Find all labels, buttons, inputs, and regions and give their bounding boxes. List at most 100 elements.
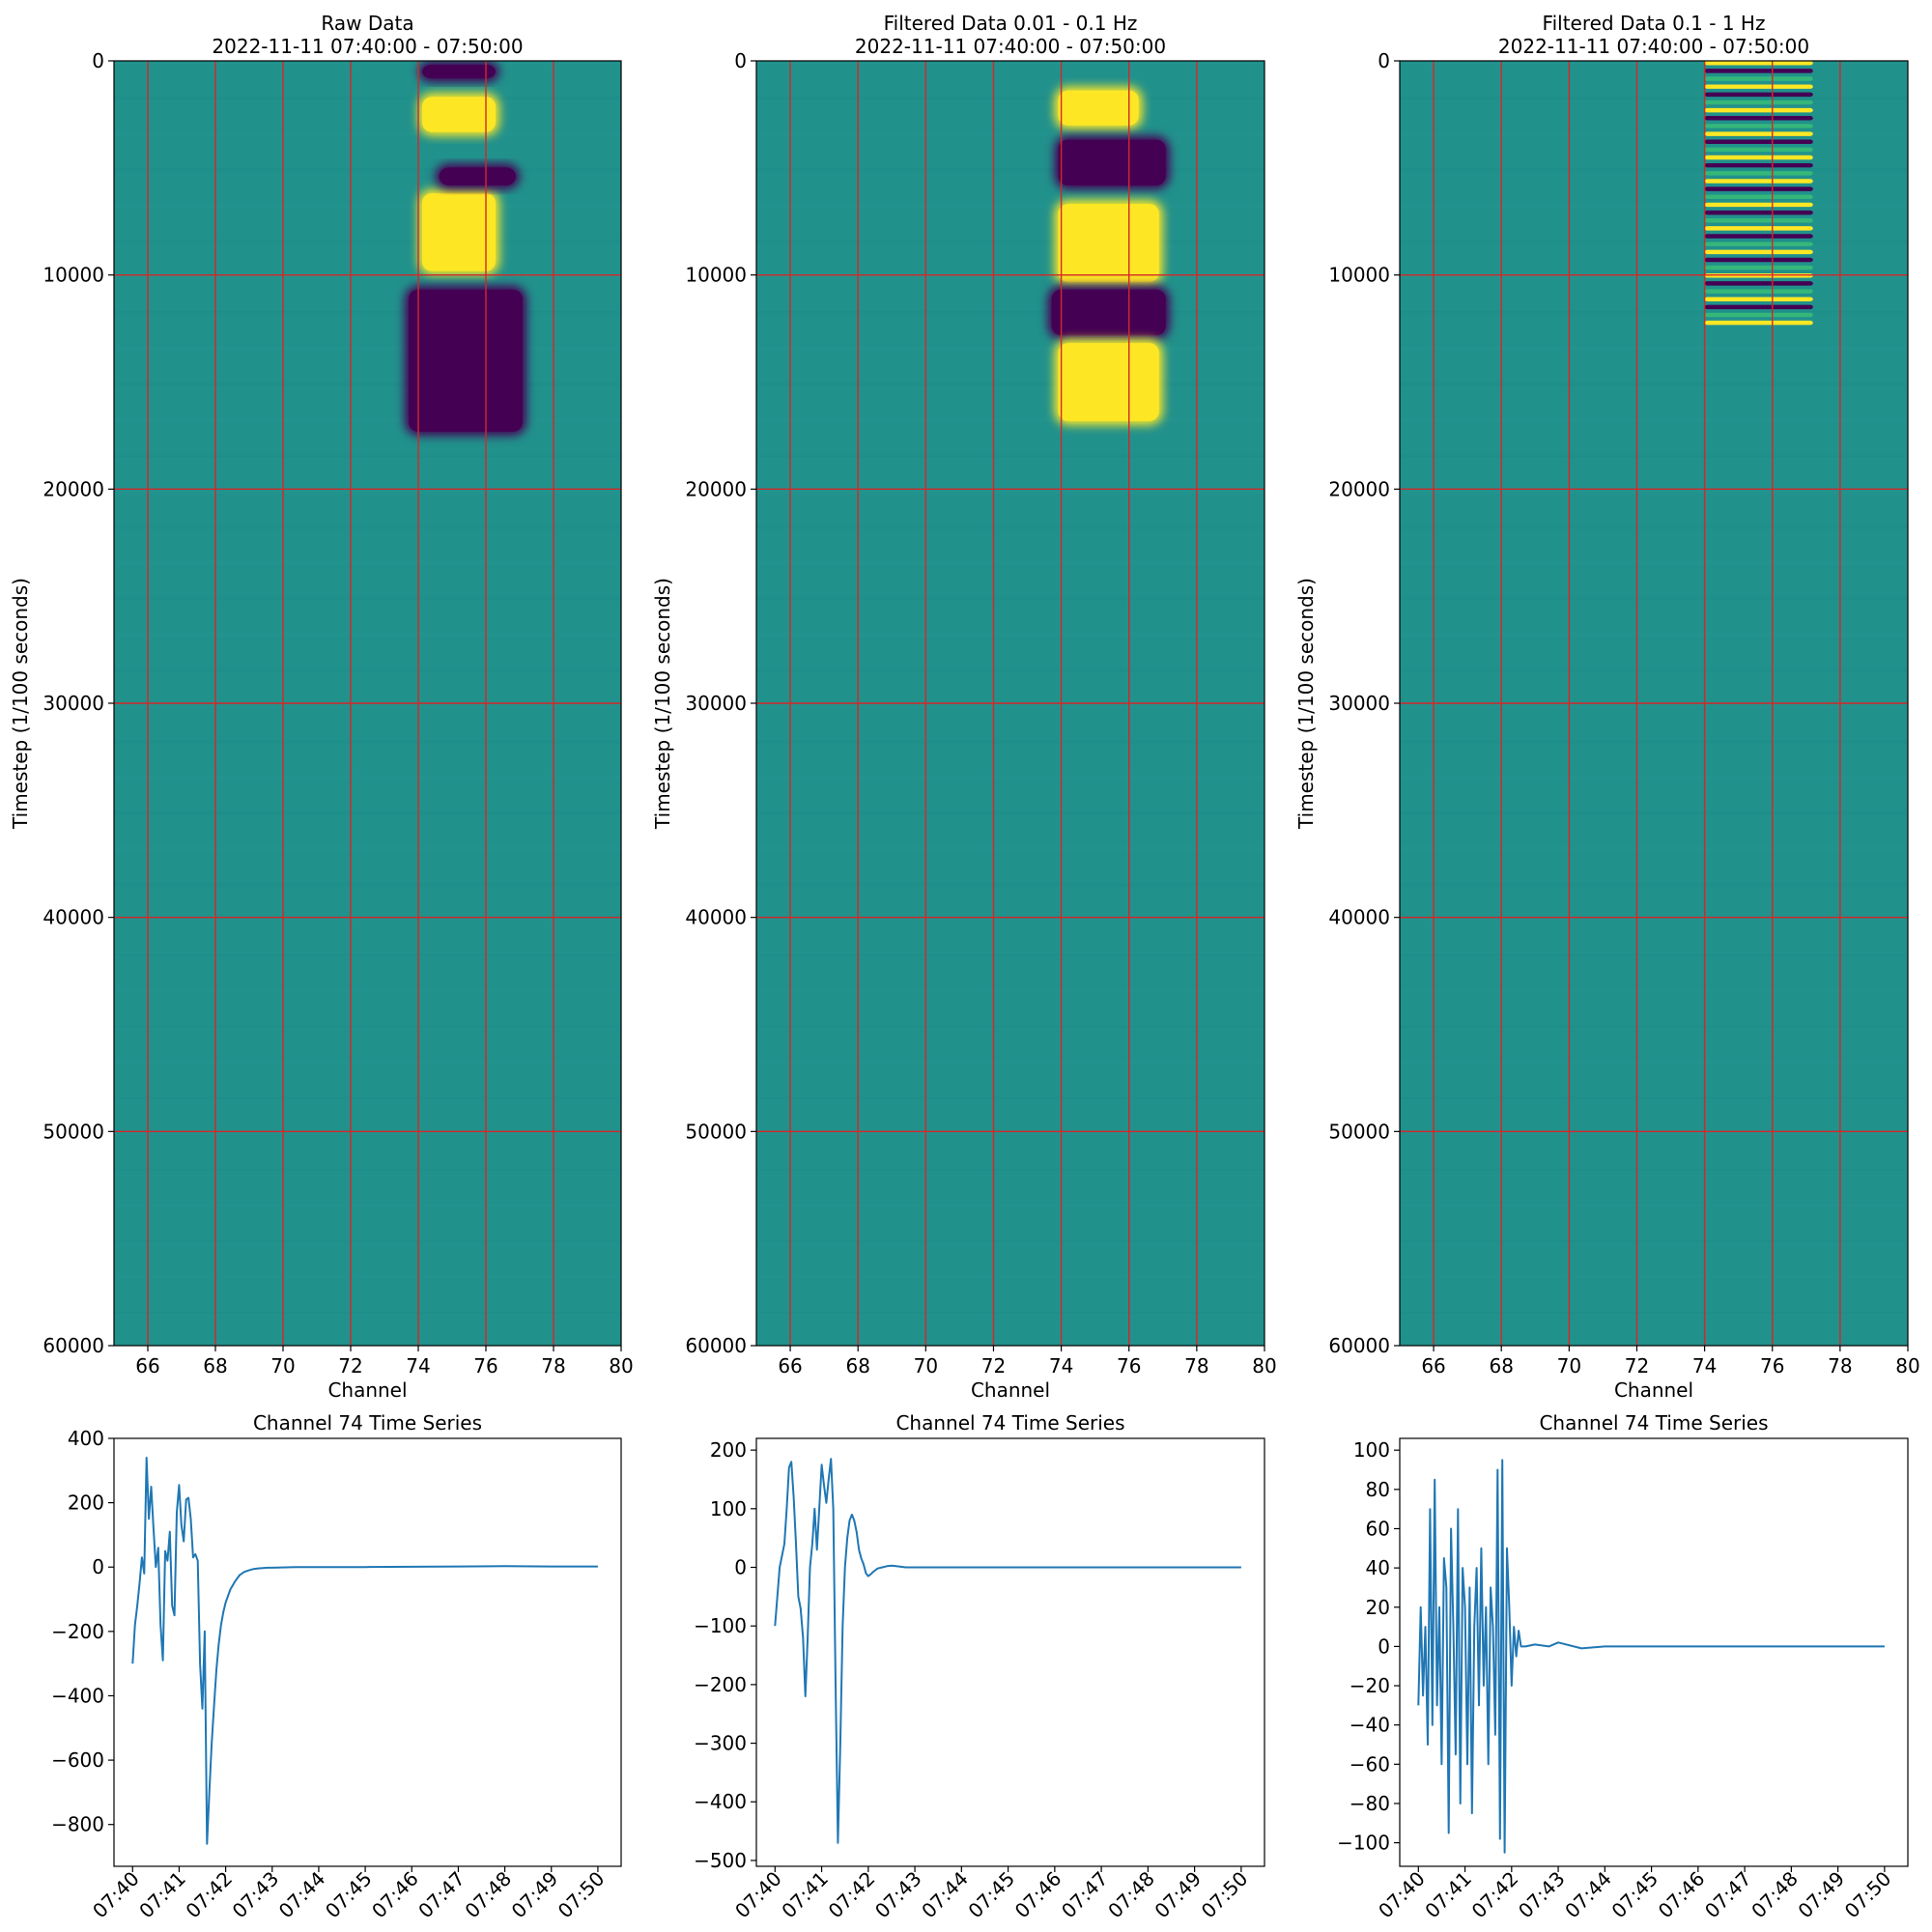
axes-frame (1399, 1437, 1909, 1867)
heatmap-texture-line (1400, 204, 1908, 206)
heatmap-texture-line (756, 1026, 1264, 1028)
heatmap-texture-line (114, 813, 621, 815)
heatmap-texture-line (114, 776, 621, 778)
y-tick-label: 30000 (685, 692, 747, 715)
heatmap-texture-line (1400, 99, 1908, 100)
y-tick-label: 20000 (1328, 477, 1390, 500)
x-tick-label: 72 (1625, 1354, 1649, 1378)
heatmap-texture-line (1400, 597, 1908, 599)
y-tick-label: 60 (1366, 1517, 1390, 1540)
x-tick-label: 68 (845, 1354, 869, 1378)
heatmap-texture-line (1400, 1133, 1908, 1135)
y-tick-label: −40 (1350, 1714, 1390, 1737)
heatmap-texture-line (1400, 63, 1908, 65)
heatmap-texture-line (1400, 919, 1908, 921)
heatmap-texture-line (756, 99, 1264, 100)
heatmap-stripe (1704, 242, 1813, 246)
heatmap-texture-line (114, 1026, 621, 1028)
y-tick-label: −300 (694, 1732, 747, 1755)
heatmap-texture-line (114, 704, 621, 706)
heatmap-stripe (1704, 69, 1813, 73)
heatmap-texture-line (756, 883, 1264, 885)
heatmap-texture-line (756, 240, 1264, 242)
heatmap-image (114, 61, 621, 1346)
heatmap-stripe (1704, 116, 1813, 121)
heatmap-texture-line (114, 168, 621, 170)
heatmap-stripe (1704, 265, 1813, 270)
heatmap-texture-line (756, 311, 1264, 313)
x-tick-label: 74 (406, 1354, 430, 1378)
y-tick-label: −200 (51, 1620, 104, 1643)
series-line (1417, 1459, 1885, 1854)
heatmap-texture-line (114, 454, 621, 456)
heatmap-texture-line (114, 919, 621, 921)
y-tick-label: −500 (694, 1849, 747, 1872)
y-axis-label: Timestep (1/100 seconds) (9, 578, 32, 830)
heatmap-texture-line (1400, 490, 1908, 492)
x-tick-label: 80 (1252, 1354, 1276, 1378)
heatmap-texture-line (114, 811, 621, 813)
y-tick-label: 30000 (1328, 692, 1390, 715)
heatmap-texture-line (1400, 134, 1908, 136)
heatmap-stripe (1704, 234, 1813, 239)
heatmap-stripe (1704, 186, 1813, 191)
chart-title: Filtered Data 0.1 - 1 Hz (1543, 12, 1766, 35)
heatmap-texture-line (114, 97, 621, 99)
y-tick-label: 0 (734, 49, 747, 72)
x-tick-label: 70 (270, 1354, 295, 1378)
heatmap-texture-line (114, 1205, 621, 1207)
heatmap-texture-line (756, 563, 1264, 565)
heatmap-image (756, 61, 1264, 1346)
y-tick-label: −400 (51, 1684, 104, 1707)
heatmap-texture-line (114, 492, 621, 494)
heatmap-texture-line (1400, 670, 1908, 672)
heatmap-texture-line (1400, 1276, 1908, 1278)
heatmap-texture-line (114, 240, 621, 242)
heatmap-texture-line (1400, 1312, 1908, 1314)
heatmap-texture-line (1400, 456, 1908, 458)
heatmap-texture-line (114, 204, 621, 206)
heatmap-texture-line (114, 206, 621, 208)
heatmap-texture-line (756, 1133, 1264, 1135)
y-axis-label: Timestep (1/100 seconds) (651, 578, 674, 830)
heatmap-texture-line (756, 919, 1264, 921)
heatmap-texture-line (1400, 813, 1908, 815)
heatmap-texture-line (1400, 1205, 1908, 1207)
heatmap-texture-line (756, 420, 1264, 422)
x-tick-label: 72 (338, 1354, 362, 1378)
heatmap-texture-line (114, 597, 621, 599)
heatmap-texture-line (114, 311, 621, 313)
heatmap-texture-line (756, 61, 1264, 63)
heatmap-texture-line (1400, 704, 1908, 706)
heatmap-texture-line (1400, 61, 1908, 63)
heatmap-texture-line (1400, 132, 1908, 134)
x-tick-label: 68 (1489, 1354, 1513, 1378)
heatmap-texture-line (114, 170, 621, 172)
chart-title: Filtered Data 0.01 - 0.1 Hz (884, 12, 1138, 35)
heatmap-texture-line (114, 849, 621, 851)
heatmap-blob-core-high (1058, 343, 1159, 421)
heatmap-texture-line (756, 134, 1264, 136)
heatmap-texture-line (1400, 347, 1908, 349)
y-tick-label: 60000 (685, 1334, 747, 1357)
y-tick-label: −400 (694, 1790, 747, 1813)
heatmap-texture-line (756, 811, 1264, 813)
heatmap-texture-line (1400, 384, 1908, 386)
heatmap-stripe (1704, 194, 1813, 200)
heatmap-stripe (1704, 210, 1813, 215)
heatmap-texture-line (756, 204, 1264, 206)
chart-title: Channel 74 Time Series (1539, 1411, 1768, 1435)
heatmap-texture-line (756, 527, 1264, 529)
x-tick-label: 78 (1184, 1354, 1208, 1378)
y-tick-label: 20 (1366, 1596, 1390, 1619)
heatmap-texture-line (1400, 206, 1908, 208)
heatmap-texture-line (756, 954, 1264, 956)
heatmap-texture-line (114, 527, 621, 529)
y-tick-label: 20000 (685, 477, 747, 500)
heatmap-texture-line (114, 1312, 621, 1314)
heatmap-texture-line (114, 1133, 621, 1135)
heatmap-texture-line (756, 1312, 1264, 1314)
heatmap-stripe (1704, 147, 1813, 153)
heatmap-texture-line (1400, 168, 1908, 170)
heatmap-texture-line (756, 456, 1264, 458)
